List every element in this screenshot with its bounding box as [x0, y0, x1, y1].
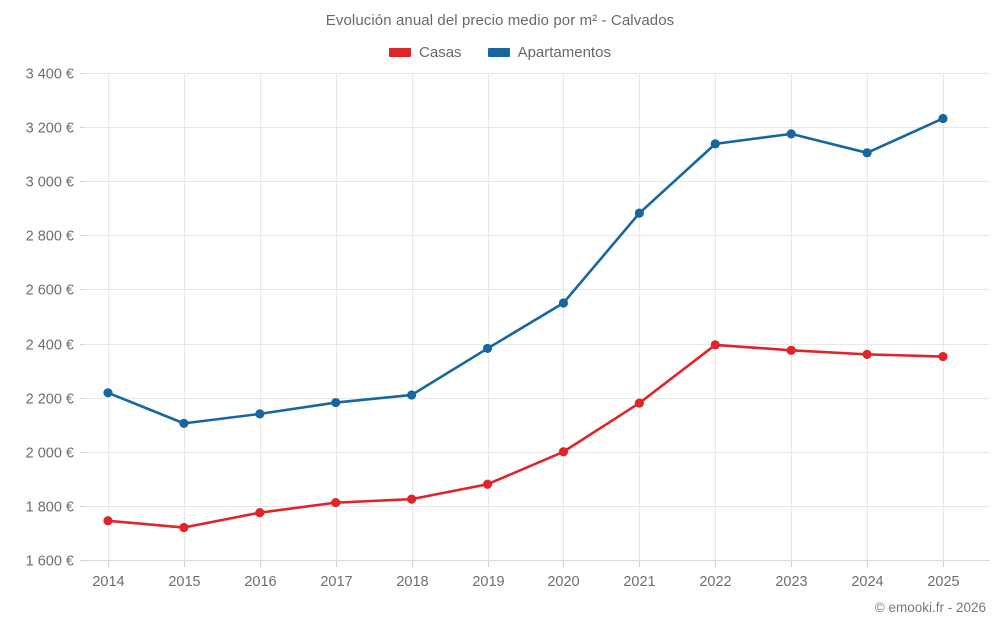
- y-tick-label: 2 600 €: [26, 283, 74, 299]
- data-point[interactable]: [862, 349, 872, 359]
- x-tick-label: 2019: [472, 574, 504, 590]
- data-point[interactable]: [938, 351, 948, 362]
- y-tick-label: 3 200 €: [26, 121, 74, 137]
- data-point[interactable]: [482, 343, 493, 354]
- chart-legend: Casas Apartamentos: [0, 44, 1000, 61]
- data-point[interactable]: [255, 409, 265, 419]
- data-point[interactable]: [558, 447, 569, 457]
- data-point[interactable]: [710, 139, 720, 149]
- data-point[interactable]: [179, 418, 189, 428]
- footer-credit: © emooki.fr - 2026: [874, 600, 986, 615]
- y-tick-label: 3 400 €: [26, 67, 74, 83]
- data-series: [103, 113, 948, 533]
- data-point[interactable]: [862, 148, 872, 158]
- data-point[interactable]: [634, 208, 644, 218]
- x-axis-labels: 2014 2015 2016 2017 2018 2019 2020 2021 2022 2023…: [92, 574, 959, 590]
- legend-swatch-apartamentos: [487, 48, 510, 57]
- data-point[interactable]: [407, 390, 417, 400]
- data-point[interactable]: [103, 516, 113, 526]
- data-point[interactable]: [179, 522, 189, 533]
- x-tick-label: 2021: [623, 574, 655, 590]
- x-tick-label: 2016: [244, 574, 276, 590]
- data-point[interactable]: [710, 340, 720, 350]
- legend-label-casas: Casas: [419, 44, 462, 61]
- data-point[interactable]: [634, 398, 644, 408]
- x-tick-label: 2015: [168, 574, 200, 590]
- data-point[interactable]: [938, 113, 948, 124]
- x-tick-label: 2022: [699, 574, 731, 590]
- data-point[interactable]: [786, 129, 796, 139]
- data-point[interactable]: [407, 494, 417, 504]
- data-point[interactable]: [103, 388, 113, 398]
- x-tick-label: 2020: [547, 574, 579, 590]
- y-tick-label: 1 800 €: [26, 500, 74, 516]
- legend-item-apartamentos[interactable]: Apartamentos: [487, 44, 611, 61]
- data-point[interactable]: [558, 298, 569, 308]
- x-tick-label: 2014: [92, 574, 124, 590]
- data-point[interactable]: [482, 479, 493, 489]
- chart-title: Evolución anual del precio medio por m² …: [325, 12, 675, 29]
- x-tick-label: 2018: [396, 574, 428, 590]
- legend-item-casas[interactable]: Casas: [389, 44, 462, 61]
- y-tick-label: 1 600 €: [26, 554, 74, 570]
- x-tick-label: 2025: [927, 574, 959, 590]
- data-point[interactable]: [331, 397, 341, 408]
- series-line-casas: [106, 343, 945, 529]
- x-tick-label: 2023: [775, 574, 807, 590]
- series-line-apartamentos: [106, 117, 945, 425]
- y-tick-label: 2 200 €: [26, 392, 74, 408]
- grid-lines: [80, 73, 990, 567]
- data-point[interactable]: [331, 498, 341, 508]
- legend-swatch-casas: [389, 48, 412, 57]
- y-tick-label: 2 400 €: [26, 338, 74, 354]
- x-tick-label: 2017: [320, 574, 352, 590]
- y-axis-labels: 1 600 € 1 800 € 2 000 € 2 200 € 2 400 € 2 600…: [26, 67, 74, 570]
- x-tick-label: 2024: [851, 574, 883, 590]
- data-point[interactable]: [255, 508, 265, 518]
- y-tick-label: 2 000 €: [26, 446, 74, 462]
- data-point[interactable]: [786, 345, 796, 355]
- y-tick-label: 2 800 €: [26, 229, 74, 245]
- legend-label-apartamentos: Apartamentos: [517, 44, 611, 61]
- y-tick-label: 3 000 €: [26, 175, 74, 191]
